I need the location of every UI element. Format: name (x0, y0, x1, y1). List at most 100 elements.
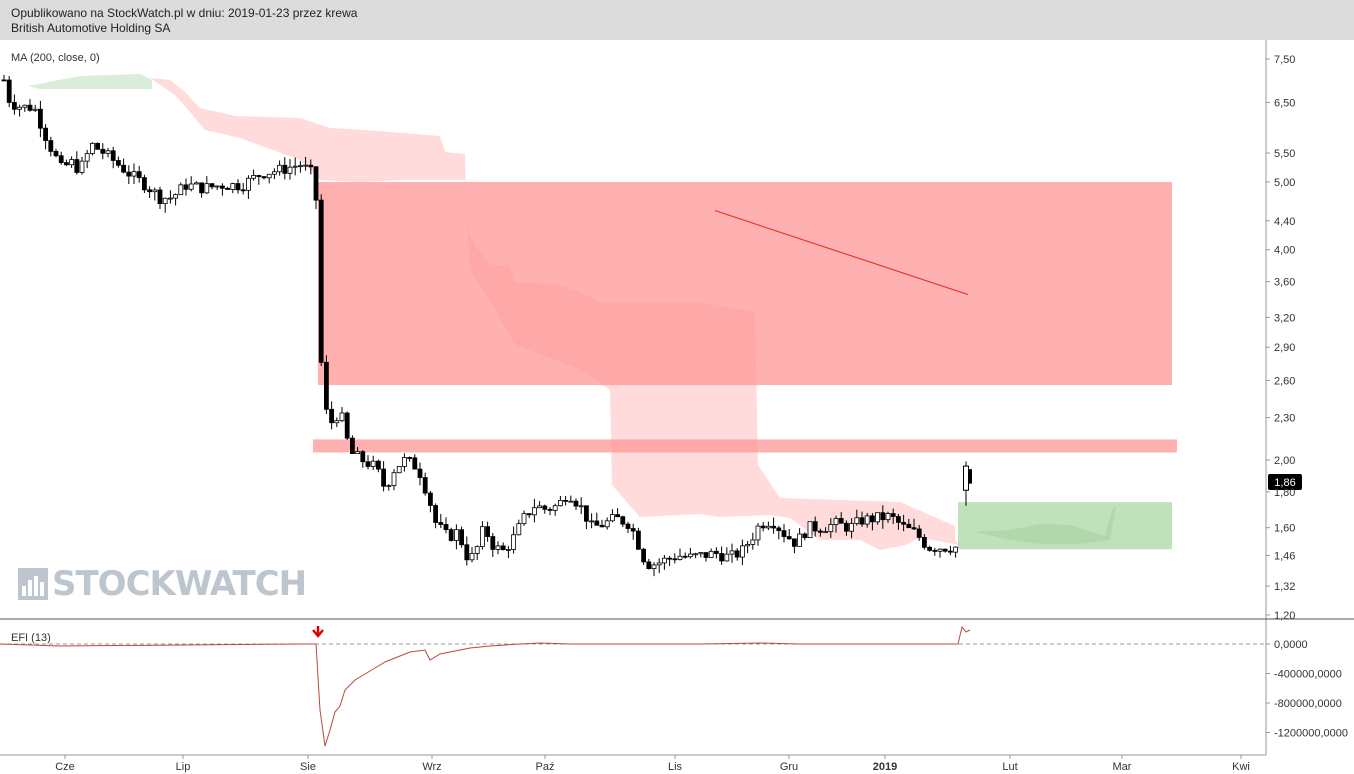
candle-body (469, 553, 475, 561)
efi-tick-label: -1200000,0000 (1274, 728, 1348, 740)
time-axis: Cze Lip Sie Wrz Paź Lis Gru 2019 Lut Mar Kwi (55, 755, 1250, 773)
support-zone (958, 502, 1172, 550)
candle-body (558, 499, 563, 507)
candle-body (329, 408, 335, 424)
candle-body (360, 451, 366, 463)
candle-body (240, 189, 246, 192)
candle-body (771, 525, 776, 529)
candle-body (942, 548, 948, 552)
candle-body (282, 164, 288, 174)
candle-body (225, 187, 231, 190)
price-tick-label: 1,80 (1274, 487, 1295, 499)
candle-body (365, 461, 371, 467)
candle-body (323, 361, 329, 410)
candle-body (745, 544, 750, 547)
candle-body (464, 544, 470, 561)
candle-body (854, 517, 860, 524)
price-tick-label: 5,00 (1274, 177, 1295, 189)
candle-body (599, 524, 605, 528)
candle-body (823, 531, 828, 534)
candle-body (375, 460, 381, 470)
publish-info: Opublikowano na StockWatch.pl w dniu: 20… (11, 6, 358, 20)
efi-tick-label: -400000,0000 (1274, 669, 1342, 681)
candle-body (277, 164, 283, 173)
candle-body (474, 546, 480, 554)
candle-body (292, 165, 298, 168)
price-tick-label: 2,90 (1274, 342, 1295, 354)
candle-body (698, 552, 704, 555)
candle-body (630, 528, 636, 532)
candle-body (916, 528, 922, 538)
candle-body (740, 545, 745, 558)
candle-body (381, 468, 387, 487)
candle-body (703, 552, 709, 558)
candle-body (516, 523, 522, 536)
last-price-value: 1,86 (1274, 477, 1295, 489)
candle-body (401, 457, 407, 467)
candle-body (141, 177, 147, 191)
candle-body (308, 164, 314, 168)
candle-body (412, 457, 418, 470)
efi-indicator-label: EFI (13) (11, 632, 51, 644)
candle-body (552, 505, 558, 511)
candle-body (584, 505, 589, 522)
candle-body (110, 150, 116, 161)
candle-body (193, 182, 199, 185)
stock-chart[interactable]: 1,86 7,50 6,50 5,50 5,00 4,40 4,00 3,60 3,20 2,9… (0, 40, 1354, 774)
price-tick-label: 3,20 (1274, 312, 1295, 324)
time-tick-label: Cze (55, 761, 75, 773)
time-tick-label: Lut (1002, 761, 1017, 773)
candle-body (656, 562, 662, 566)
candle-body (968, 469, 972, 484)
candle-body (610, 514, 615, 522)
chart-header: Opublikowano na StockWatch.pl w dniu: 20… (0, 0, 1354, 40)
candle-body (719, 553, 724, 562)
candle-body (682, 555, 688, 558)
price-tick-label: 4,00 (1274, 245, 1295, 257)
instrument-name: British Automotive Holding SA (11, 21, 171, 35)
candle-body (459, 529, 465, 546)
candle-body (526, 513, 532, 516)
price-tick-label: 5,50 (1274, 148, 1295, 160)
candle-body (266, 173, 272, 179)
candle-body (349, 437, 355, 455)
candle-body (407, 457, 413, 459)
cloud-green-left (28, 74, 152, 89)
candle-body (505, 549, 511, 551)
efi-tick-label: 0,0000 (1274, 639, 1308, 651)
candle-body (214, 185, 220, 188)
price-tick-label: 6,50 (1274, 97, 1295, 109)
candle-body (131, 171, 137, 177)
ma-indicator-label: MA (200, close, 0) (11, 52, 100, 64)
candle-body (547, 508, 553, 511)
candle-body (594, 520, 600, 526)
candle-body (615, 514, 620, 518)
time-tick-label: Lip (176, 761, 191, 773)
candle-body (318, 199, 324, 363)
candle-body (636, 530, 641, 550)
time-tick-label: Mar (1113, 761, 1132, 773)
efi-tick-label: -800000,0000 (1274, 698, 1342, 710)
candle-body (828, 524, 834, 533)
candles-group (1, 74, 972, 577)
candle-body (38, 108, 43, 129)
candle-body (53, 151, 59, 157)
candle-body (532, 507, 537, 516)
candle-body (6, 79, 12, 103)
candle-body (833, 518, 839, 525)
candle-body (79, 160, 85, 173)
candle-body (100, 148, 106, 154)
candle-body (890, 513, 896, 517)
candle-body (844, 522, 849, 532)
candle-body (766, 525, 771, 529)
candle-body (781, 530, 787, 537)
candle-body (422, 477, 428, 494)
candle-body (625, 523, 631, 529)
candle-body (688, 553, 693, 558)
candle-body (875, 512, 880, 523)
candle-body (313, 166, 319, 201)
candle-body (334, 420, 340, 424)
candle-body (297, 165, 303, 168)
candle-body (906, 523, 912, 529)
candle-body (116, 160, 121, 166)
